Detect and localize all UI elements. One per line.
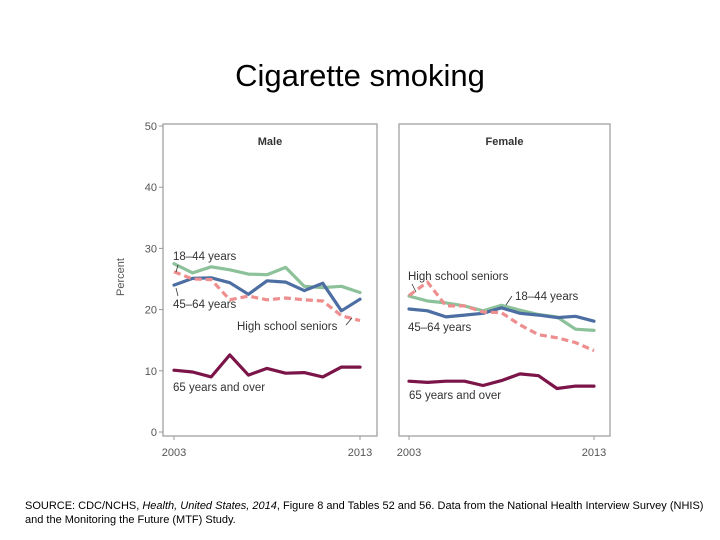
series-label: 45–64 years [173, 299, 237, 311]
x-tick-label: 2013 [348, 447, 372, 459]
y-tick-label: 20 [145, 305, 157, 317]
label-leader [411, 283, 417, 293]
y-tick-label: 40 [145, 182, 157, 194]
panel-title: Female [486, 136, 524, 148]
series-label: 45–64 years [408, 322, 472, 334]
series-line-old [407, 372, 596, 391]
male-panel: Male 0 10 20 30 40 50 Percent 2003 2013 18–44 year… [115, 121, 378, 459]
series-label: 65 years and over [409, 390, 501, 402]
panel-frame [398, 123, 611, 437]
panel-title: Male [258, 136, 282, 148]
series-line-middle [172, 276, 362, 313]
female-panel: Female 2003 2013 High school seniors 18–44 y… [397, 123, 611, 459]
series-line-young [172, 262, 362, 295]
y-tick-label: 0 [151, 427, 157, 439]
series-label: 65 years and over [173, 382, 265, 394]
series-label: High school seniors [408, 271, 509, 283]
series-label: 18–44 years [515, 291, 579, 303]
source-prefix: SOURCE: CDC/NCHS, [25, 500, 143, 512]
x-tick-label: 2003 [397, 447, 421, 459]
label-leader [175, 287, 179, 297]
series-line-young [407, 294, 596, 332]
y-tick-label: 30 [145, 243, 157, 255]
label-leader [175, 264, 179, 273]
series-label: 18–44 years [173, 251, 237, 263]
x-tick-label: 2013 [582, 447, 606, 459]
y-tick-label: 10 [145, 366, 157, 378]
series-line-hs [173, 270, 361, 323]
source-note: SOURCE: CDC/NCHS, Health, United States,… [25, 499, 705, 527]
series-line-middle [407, 306, 596, 323]
y-axis-label: Percent [115, 258, 127, 296]
series-line-old [172, 353, 362, 379]
slide-title: Cigarette smoking [235, 58, 485, 93]
label-leader [505, 295, 513, 306]
y-tick-label: 50 [145, 121, 157, 133]
label-leader [345, 317, 353, 326]
smoking-chart: Male 0 10 20 30 40 50 Percent 2003 2013 18–44 year… [115, 121, 611, 459]
series-label: High school seniors [237, 321, 338, 333]
series-line-hs [408, 280, 595, 353]
source-suffix: , Figure 8 and Tables 52 and 56. Data fr… [25, 500, 704, 526]
source-publication: Health, United States, 2014 [142, 500, 277, 512]
x-tick-label: 2003 [162, 447, 186, 459]
